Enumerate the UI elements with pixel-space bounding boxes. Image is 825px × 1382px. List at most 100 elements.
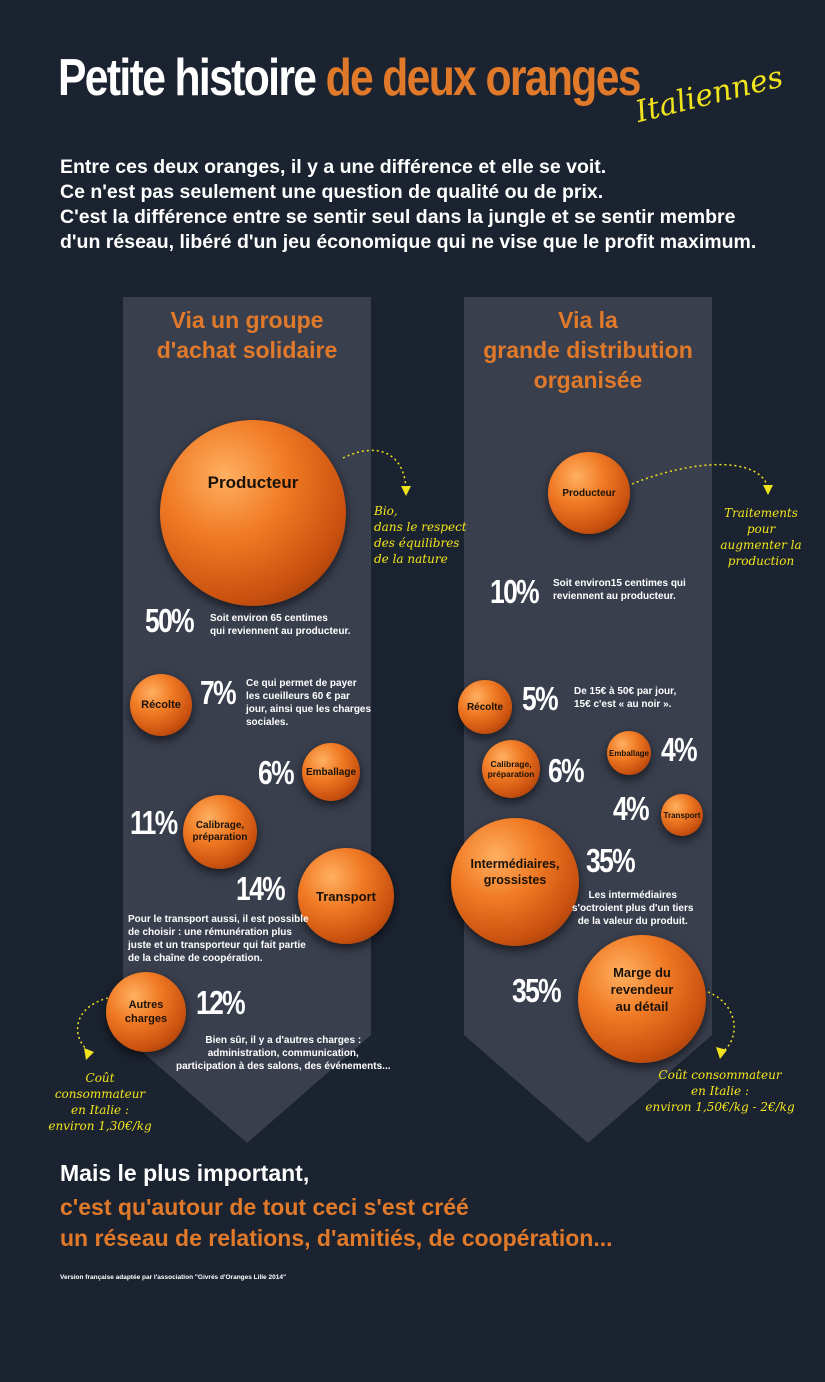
note-line: administration, communication,	[207, 1048, 359, 1059]
left-note-recolte: Ce qui permet de payer les cueilleurs 60…	[246, 677, 371, 729]
bottom-line-1: Mais le plus important,	[60, 1160, 310, 1186]
traitements-dotted-arrow	[631, 463, 769, 489]
left-note-autres: Bien sûr, il y a d'autres charges : admi…	[176, 1034, 391, 1073]
label-line: Autres	[128, 999, 164, 1011]
cost-line: environ 1,30€/kg	[48, 1119, 152, 1133]
left-heading-line: d'achat solidaire	[156, 337, 338, 363]
right-recolte-label: Récolte	[466, 701, 504, 713]
cost-line: Coût consommateur	[658, 1068, 782, 1082]
left-pct-calibrage: 11%	[130, 804, 178, 841]
label-line: grossistes	[483, 873, 547, 887]
note-line: Pour le transport aussi, il est possible	[128, 914, 309, 925]
right-heading-line: organisée	[533, 367, 643, 393]
right-calibrage-label: Calibrage, préparation	[488, 759, 535, 779]
right-pct-emballage: 4%	[661, 731, 698, 768]
left-pct-transport: 14%	[236, 870, 286, 907]
left-heading: Via un groupe d'achat solidaire	[123, 305, 371, 365]
right-pct-producteur: 10%	[490, 573, 540, 610]
bio-note-line: dans le respect	[374, 520, 467, 534]
right-cost-dotted-arrow	[707, 991, 735, 1053]
label-line: Intermédiaires,	[470, 857, 560, 871]
note-line: juste et un transporteur qui fait partie	[128, 940, 306, 951]
intro-line: Entre ces deux oranges, il y a une diffé…	[60, 156, 607, 178]
cost-line: Coût consommateur	[54, 1071, 146, 1101]
label-line: au détail	[615, 998, 669, 1014]
right-emballage-orange: Emballage	[607, 731, 651, 775]
left-pct-producteur: 50%	[145, 602, 195, 639]
right-pct-marge: 35%	[512, 972, 562, 1009]
left-cost-arrowhead	[84, 1048, 94, 1060]
note-line: participation à des salons, des événemen…	[176, 1061, 391, 1072]
left-heading-line: Via un groupe	[170, 307, 324, 333]
right-note-producteur: Soit environ15 centimes qui reviennent a…	[553, 577, 686, 603]
note-line: jour, ainsi que les charges	[246, 704, 372, 715]
label-line: Calibrage,	[490, 759, 532, 769]
note-line: Soit environ15 centimes qui	[553, 578, 686, 589]
right-producteur-label: Producteur	[562, 487, 616, 499]
note-line: Bien sûr, il y a d'autres charges :	[205, 1035, 362, 1046]
intro-line: C'est la différence entre se sentir seul…	[60, 206, 736, 228]
left-transport-label: Transport	[316, 888, 376, 904]
bio-arrowhead	[401, 486, 411, 496]
traitements-line: Traitements	[724, 506, 798, 520]
left-autres-orange: Autres charges	[106, 972, 186, 1052]
right-transport-label: Transport	[663, 810, 701, 820]
traitements-arrowhead	[763, 485, 773, 495]
note-line: de la chaîne de coopération.	[128, 953, 263, 964]
note-line: sociales.	[246, 717, 289, 728]
label-line: préparation	[192, 832, 248, 843]
left-cost-dotted-arrow	[76, 997, 109, 1053]
right-cost-arrowhead	[716, 1047, 727, 1059]
note-line: Ce qui permet de payer	[246, 678, 357, 689]
note-line: reviennent au producteur.	[553, 591, 676, 602]
note-line: Les intermédiaires	[588, 890, 677, 901]
right-pct-transport: 4%	[613, 790, 650, 827]
bio-note: Bio, dans le respect des équilibres de l…	[374, 503, 467, 567]
bottom-orange-text: c'est qu'autour de tout ceci s'est créé …	[60, 1192, 613, 1254]
bio-note-line: des équilibres	[374, 536, 460, 550]
right-heading-line: Via la	[558, 307, 618, 333]
page-title: Petite histoire de deux oranges	[58, 48, 642, 108]
right-pct-intermediaires: 35%	[586, 842, 636, 879]
left-pct-recolte: 7%	[200, 674, 237, 711]
note-line: de choisir : une rémunération plus	[128, 927, 292, 938]
note-line: de la valeur du produit.	[577, 916, 688, 927]
left-calibrage-orange: Calibrage, préparation	[183, 795, 257, 869]
right-marge-label: Marge du revendeur au détail	[611, 964, 674, 1015]
left-pct-emballage: 6%	[258, 754, 295, 791]
left-autres-label: Autres charges	[125, 998, 167, 1026]
right-intermediaires-orange: Intermédiaires, grossistes	[451, 818, 579, 946]
intro-text: Entre ces deux oranges, il y a une diffé…	[60, 155, 780, 255]
note-line: Soit environ 65 centimes	[210, 613, 328, 624]
right-note-recolte: De 15€ à 50€ par jour, 15€ c'est « au no…	[574, 685, 676, 711]
traitements-note: Traitements pour augmenter la production	[720, 505, 802, 569]
left-calibrage-label: Calibrage, préparation	[192, 820, 247, 844]
left-emballage-label: Emballage	[305, 766, 357, 778]
right-intermediaires-label: Intermédiaires, grossistes	[471, 856, 560, 888]
bio-dotted-arrow	[342, 449, 407, 491]
cost-line: en Italie :	[691, 1084, 749, 1098]
right-transport-orange: Transport	[661, 794, 703, 836]
right-heading-line: grande distribution	[483, 337, 693, 363]
left-pct-autres: 12%	[196, 984, 246, 1021]
note-line: De 15€ à 50€ par jour,	[574, 686, 677, 697]
traitements-line: production	[727, 554, 795, 568]
left-note-transport: Pour le transport aussi, il est possible…	[128, 913, 309, 965]
title-white: Petite histoire	[58, 49, 317, 107]
left-recolte-label: Récolte	[141, 699, 181, 711]
bottom-line-3: un réseau de relations, d'amitiés, de co…	[60, 1225, 613, 1251]
bio-note-line: de la nature	[374, 552, 448, 566]
left-note-producteur: Soit environ 65 centimes qui reviennent …	[210, 612, 351, 638]
traitements-line: augmenter la	[720, 538, 802, 552]
credit-text: Version française adaptée par l'associat…	[60, 1274, 287, 1281]
label-line: charges	[124, 1013, 168, 1025]
label-line: Calibrage,	[195, 820, 245, 831]
intro-line: Ce n'est pas seulement une question de q…	[60, 181, 604, 203]
title-orange: de deux oranges	[325, 49, 642, 107]
right-emballage-label: Emballage	[608, 748, 649, 758]
left-recolte-orange: Récolte	[130, 674, 192, 736]
right-producteur-orange: Producteur	[548, 452, 630, 534]
left-producteur-orange: Producteur	[160, 420, 346, 606]
note-line: qui reviennent au producteur.	[210, 626, 351, 637]
label-line: revendeur	[610, 981, 674, 997]
